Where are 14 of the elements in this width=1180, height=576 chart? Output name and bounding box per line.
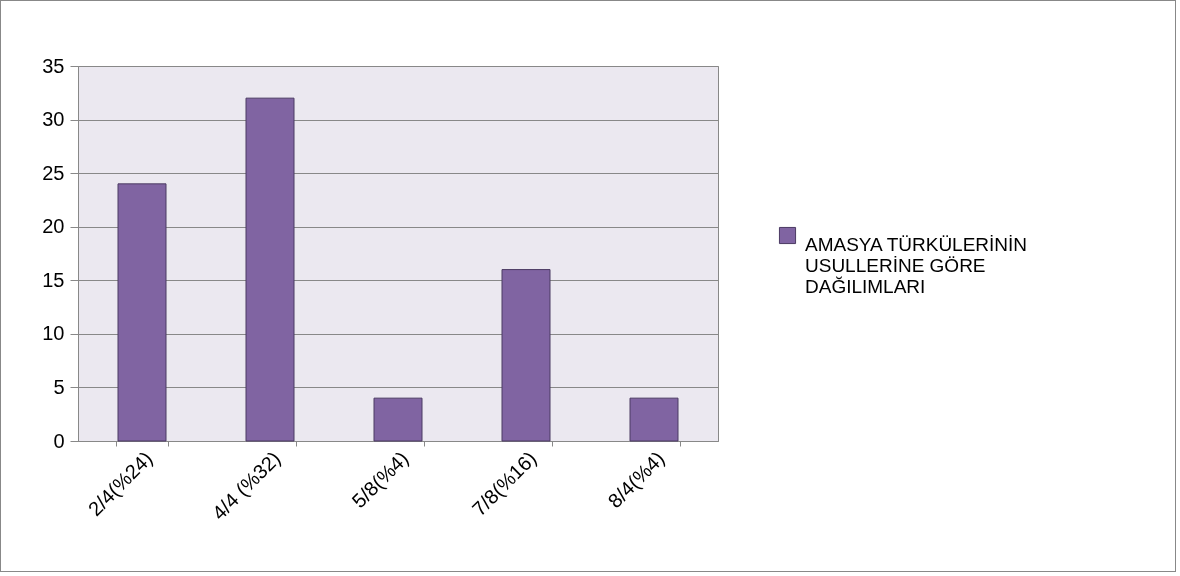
y-tick-label: 0 bbox=[53, 429, 65, 452]
legend-label: AMASYA TÜRKÜLERİNİN USULLERİNE GÖRE DAĞILIMLARI bbox=[805, 233, 1028, 297]
bar bbox=[245, 97, 295, 442]
bar bbox=[373, 397, 423, 442]
y-tick-label: 10 bbox=[42, 322, 65, 345]
y-tick-label: 15 bbox=[42, 268, 65, 291]
bar bbox=[501, 269, 551, 442]
y-tick-label: 30 bbox=[42, 108, 65, 131]
y-tick-label: 35 bbox=[42, 54, 65, 77]
y-tick-label: 5 bbox=[53, 375, 65, 398]
bar bbox=[629, 397, 679, 442]
y-tick-label: 20 bbox=[42, 215, 65, 238]
y-tick-label: 25 bbox=[42, 161, 65, 184]
bar bbox=[117, 183, 167, 442]
